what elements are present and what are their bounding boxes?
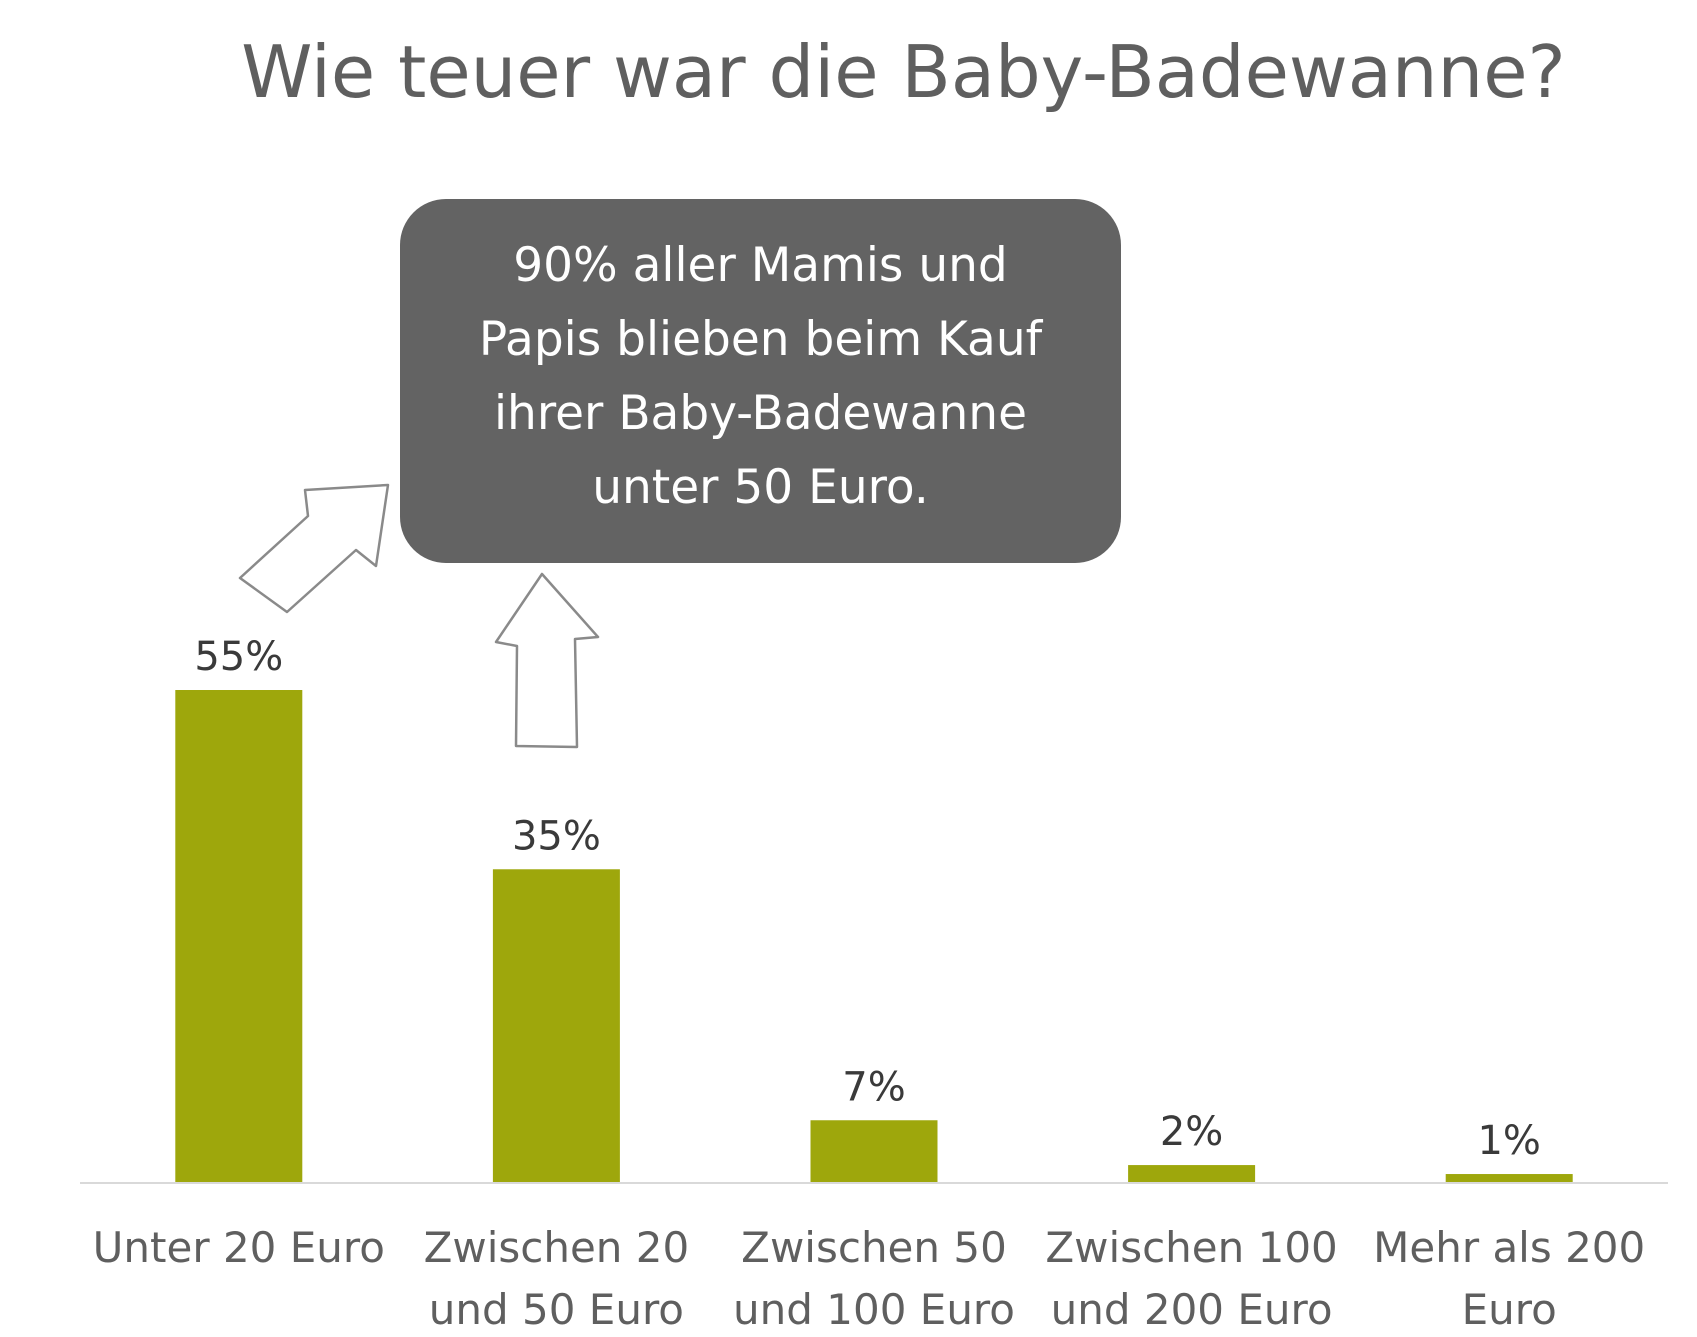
data-label-4: 2%: [1160, 1109, 1223, 1155]
category-label-line: Euro: [1462, 1285, 1557, 1334]
bar-4: [1128, 1165, 1256, 1183]
category-label-2: Zwischen 20 und 50 Euro: [424, 1223, 690, 1334]
category-label-line: Zwischen 100: [1045, 1223, 1337, 1272]
category-label-line: Mehr als 200: [1373, 1223, 1645, 1272]
category-label-1: Unter 20 Euro: [93, 1223, 385, 1272]
callout-line-3: ihrer Baby-Badewanne: [494, 386, 1027, 441]
value-labels-group: 55% 35% 7% 2% 1%: [194, 634, 1541, 1164]
chart-title: Wie teuer war die Baby-Badewanne?: [241, 30, 1566, 114]
category-label-line: Zwischen 50: [741, 1223, 1007, 1272]
bar-3: [810, 1120, 938, 1183]
category-label-3: Zwischen 50 und 100 Euro: [733, 1223, 1015, 1334]
category-label-4: Zwischen 100 und 200 Euro: [1045, 1223, 1337, 1334]
bar-5: [1445, 1174, 1573, 1183]
category-labels-group: Unter 20 Euro Zwischen 20 und 50 EuroZwisc…: [93, 1223, 1646, 1334]
bars-group: [175, 690, 1573, 1183]
category-label-line: und 100 Euro: [733, 1285, 1015, 1334]
callout-line-2: Papis blieben beim Kauf: [478, 312, 1043, 367]
bar-1: [175, 690, 303, 1183]
data-label-1: 55%: [194, 634, 283, 680]
category-label-line: und 50 Euro: [429, 1285, 684, 1334]
category-label-line: und 200 Euro: [1051, 1285, 1333, 1334]
data-label-3: 7%: [842, 1064, 905, 1110]
callout-line-1: 90% aller Mamis und: [513, 238, 1008, 293]
category-label-line: Unter 20 Euro: [93, 1223, 385, 1272]
category-label-5: Mehr als 200 Euro: [1373, 1223, 1645, 1334]
category-label-line: Zwischen 20: [424, 1223, 690, 1272]
bar-2: [492, 869, 620, 1183]
callout-line-4: unter 50 Euro.: [592, 460, 929, 515]
data-label-5: 1%: [1477, 1118, 1540, 1164]
data-label-2: 35%: [512, 813, 601, 859]
callout-box: 90% aller Mamis und Papis blieben beim K…: [400, 199, 1121, 563]
arrow-up-icon: [494, 572, 600, 749]
arrow-up-right-icon: [238, 483, 390, 614]
